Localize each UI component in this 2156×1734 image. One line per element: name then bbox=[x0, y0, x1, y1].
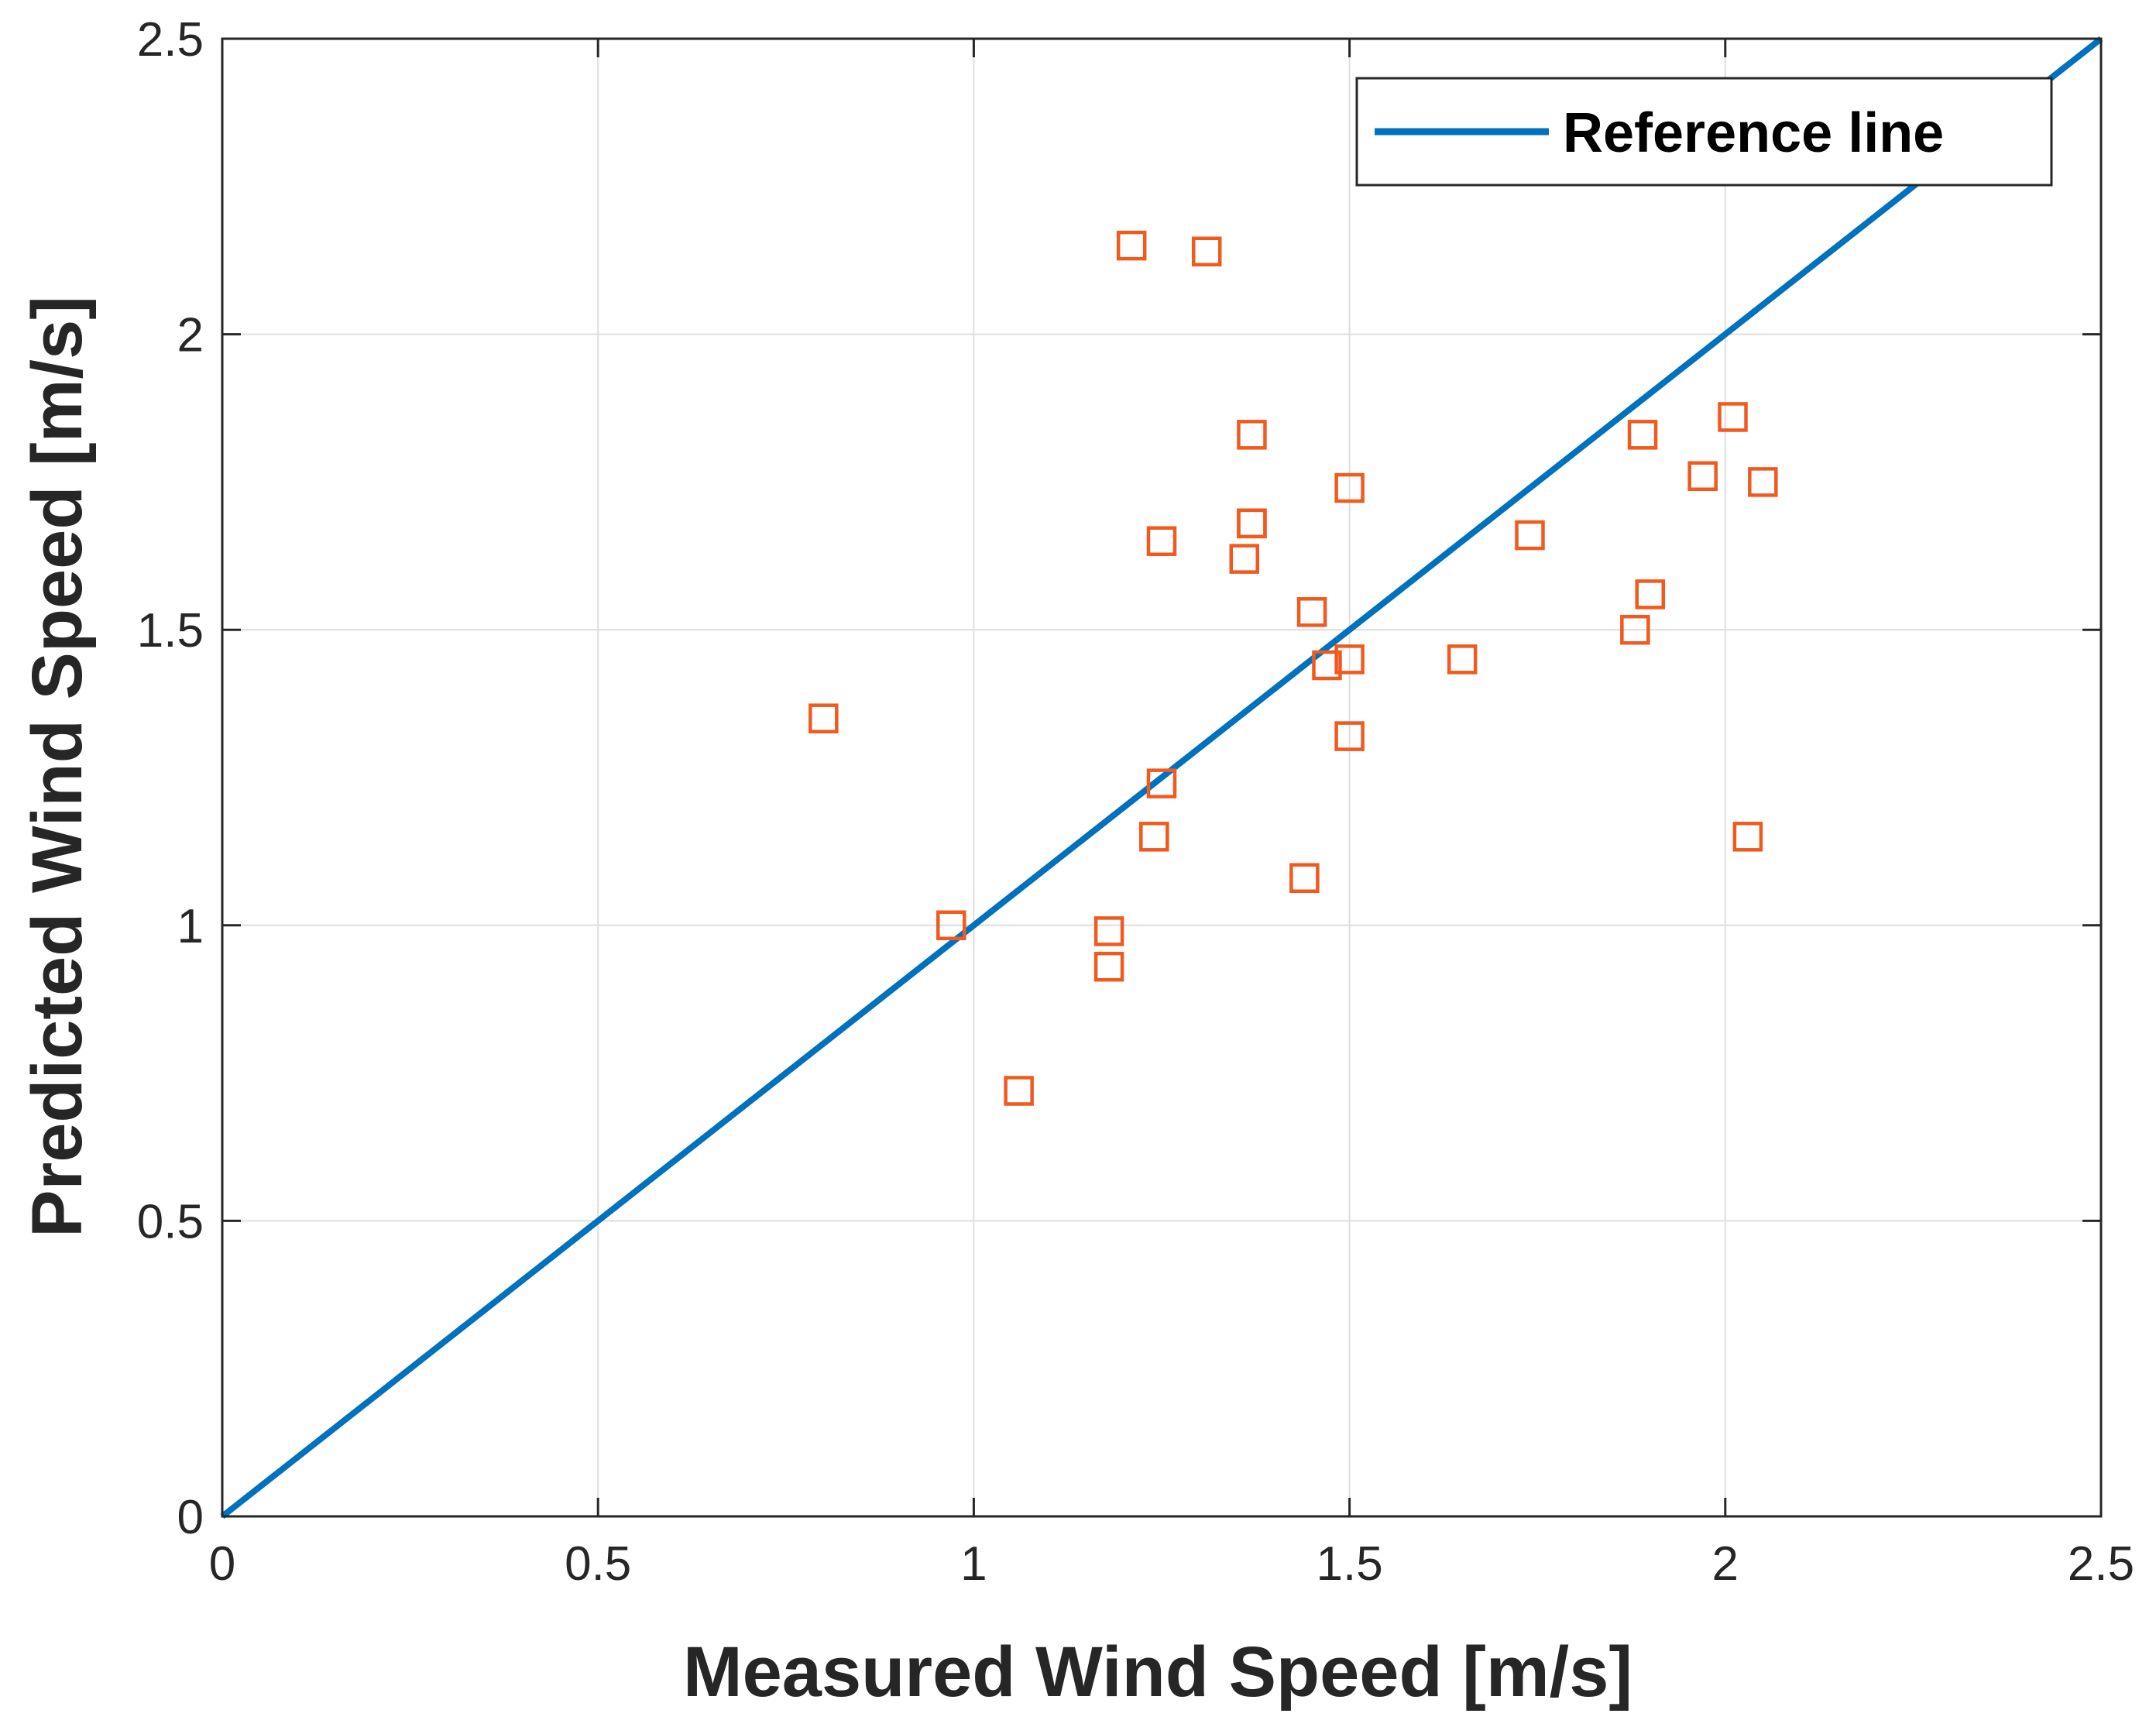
data-point-0-3 bbox=[1334, 472, 1365, 503]
data-point-0-0 bbox=[1116, 230, 1147, 261]
x-tick-label-1: 0.5 bbox=[565, 1537, 631, 1591]
y-tick-label-0: 0 bbox=[177, 1491, 204, 1544]
data-point-0-17 bbox=[936, 910, 966, 941]
x-axis-title: Measured Wind Speed [m/s] bbox=[683, 1633, 1632, 1712]
data-point-0-26 bbox=[1635, 579, 1666, 609]
legend: Reference line bbox=[1355, 77, 2053, 187]
x-tick-label-2: 1 bbox=[960, 1537, 987, 1591]
plot-frame bbox=[221, 37, 2103, 1518]
y-tick-label-4: 2 bbox=[177, 309, 204, 362]
y-tick-label-3: 1.5 bbox=[137, 604, 204, 658]
data-point-0-14 bbox=[808, 703, 839, 733]
data-point-0-7 bbox=[1229, 544, 1259, 574]
data-point-0-6 bbox=[1237, 508, 1267, 539]
tick-labels: 0 0.5 1 1.5 2 2.5 0 0.5 1 1.5 2 2.5 bbox=[137, 13, 2134, 1591]
x-tick-label-5: 2.5 bbox=[2068, 1537, 2134, 1591]
y-tick-label-5: 2.5 bbox=[137, 13, 204, 67]
data-point-0-10 bbox=[1334, 644, 1365, 675]
data-point-0-25 bbox=[1748, 467, 1778, 497]
data-point-0-22 bbox=[1718, 402, 1748, 432]
reference-line-layer bbox=[220, 36, 2103, 1519]
data-point-0-2 bbox=[1237, 420, 1267, 450]
data-point-0-19 bbox=[1093, 951, 1124, 982]
reference-line bbox=[220, 36, 2103, 1519]
data-point-0-21 bbox=[1289, 863, 1320, 893]
data-point-0-12 bbox=[1447, 644, 1478, 675]
data-point-0-1 bbox=[1191, 236, 1222, 267]
y-axis-title: Predicted Wind Speed [m/s] bbox=[18, 296, 97, 1238]
data-point-0-27 bbox=[1620, 614, 1650, 645]
data-point-0-28 bbox=[1732, 822, 1763, 852]
x-tick-label-3: 1.5 bbox=[1316, 1537, 1382, 1591]
axis-ticks bbox=[221, 37, 2103, 1518]
data-point-0-13 bbox=[1515, 520, 1545, 551]
data-point-0-4 bbox=[1146, 526, 1177, 556]
data-point-0-9 bbox=[1312, 650, 1342, 681]
data-point-0-23 bbox=[1627, 420, 1658, 450]
data-point-0-15 bbox=[1146, 768, 1177, 798]
x-tick-label-4: 2 bbox=[1712, 1537, 1739, 1591]
data-point-0-18 bbox=[1093, 916, 1124, 946]
data-markers bbox=[808, 230, 1778, 1106]
y-tick-label-2: 1 bbox=[177, 900, 204, 953]
data-point-0-20 bbox=[1004, 1076, 1034, 1106]
y-tick-label-1: 0.5 bbox=[137, 1195, 204, 1248]
legend-reference-line-label: Reference line bbox=[1563, 102, 1944, 164]
data-point-0-8 bbox=[1296, 597, 1327, 627]
x-tick-label-0: 0 bbox=[209, 1537, 235, 1591]
data-point-0-24 bbox=[1687, 461, 1718, 492]
data-point-0-16 bbox=[1139, 822, 1169, 852]
data-point-0-11 bbox=[1334, 721, 1365, 751]
